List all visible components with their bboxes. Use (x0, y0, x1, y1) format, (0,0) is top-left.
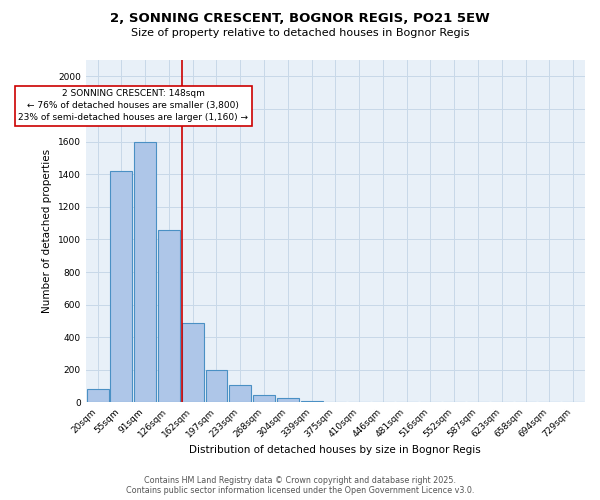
Bar (277, 398, 299, 402)
Text: Size of property relative to detached houses in Bognor Regis: Size of property relative to detached ho… (131, 28, 469, 38)
Bar (229, 386, 251, 402)
Bar (158, 230, 180, 402)
Bar (301, 401, 323, 402)
Bar (134, 142, 156, 402)
Text: 2, SONNING CRESCENT, BOGNOR REGIS, PO21 5EW: 2, SONNING CRESCENT, BOGNOR REGIS, PO21 … (110, 12, 490, 26)
Text: 2 SONNING CRESCENT: 148sqm
← 76% of detached houses are smaller (3,800)
23% of s: 2 SONNING CRESCENT: 148sqm ← 76% of deta… (18, 90, 248, 122)
Text: Contains HM Land Registry data © Crown copyright and database right 2025.
Contai: Contains HM Land Registry data © Crown c… (126, 476, 474, 495)
Y-axis label: Number of detached properties: Number of detached properties (42, 149, 52, 314)
Bar (182, 322, 203, 402)
Bar (253, 395, 275, 402)
Bar (206, 370, 227, 402)
Bar (110, 171, 133, 402)
X-axis label: Distribution of detached houses by size in Bognor Regis: Distribution of detached houses by size … (190, 445, 481, 455)
Bar (86, 390, 109, 402)
